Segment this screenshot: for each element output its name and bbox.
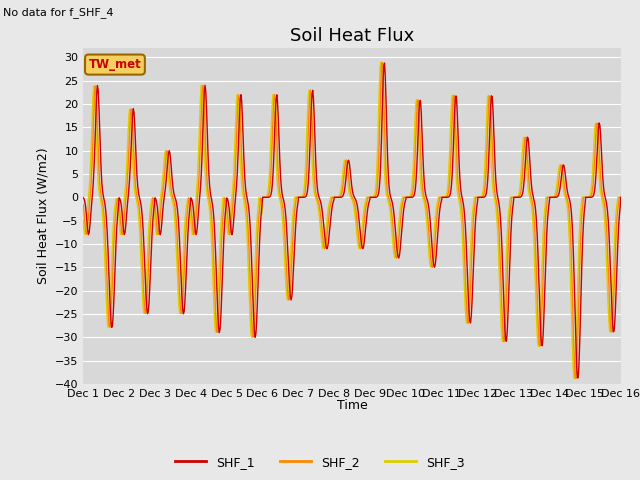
Line: SHF_1: SHF_1 [83, 63, 621, 378]
SHF_1 [381, 60, 388, 66]
SHF_3 [89, 95, 97, 100]
SHF_1 [573, 375, 581, 381]
SHF_2 [572, 375, 580, 381]
SHF_1 [227, 229, 235, 235]
SHF_3 [617, 194, 625, 200]
Text: No data for f_SHF_4: No data for f_SHF_4 [3, 7, 114, 18]
SHF_1 [199, 129, 207, 134]
SHF_3 [434, 199, 442, 204]
SHF_2 [418, 177, 426, 182]
SHF_3 [571, 376, 579, 382]
Line: SHF_3: SHF_3 [83, 62, 621, 379]
Y-axis label: Soil Heat Flux (W/m2): Soil Heat Flux (W/m2) [36, 148, 49, 284]
Title: Soil Heat Flux: Soil Heat Flux [290, 27, 414, 45]
SHF_2 [617, 194, 625, 200]
SHF_3 [79, 217, 87, 223]
SHF_1 [434, 232, 442, 238]
SHF_2 [227, 221, 235, 227]
SHF_1 [79, 195, 87, 201]
SHF_2 [199, 83, 207, 88]
Text: TW_met: TW_met [88, 58, 141, 71]
Legend: SHF_1, SHF_2, SHF_3: SHF_1, SHF_2, SHF_3 [170, 451, 470, 474]
SHF_2 [89, 136, 97, 142]
X-axis label: Time: Time [337, 399, 367, 412]
SHF_3 [145, 236, 152, 242]
SHF_1 [617, 194, 625, 200]
SHF_2 [79, 202, 87, 208]
SHF_1 [145, 309, 152, 315]
SHF_1 [89, 185, 97, 191]
SHF_2 [434, 207, 442, 213]
SHF_2 [378, 60, 386, 65]
SHF_1 [418, 126, 426, 132]
SHF_3 [418, 191, 426, 197]
SHF_3 [199, 103, 207, 108]
SHF_3 [377, 60, 385, 65]
SHF_2 [145, 270, 152, 276]
SHF_3 [227, 203, 235, 208]
Line: SHF_2: SHF_2 [83, 62, 621, 378]
